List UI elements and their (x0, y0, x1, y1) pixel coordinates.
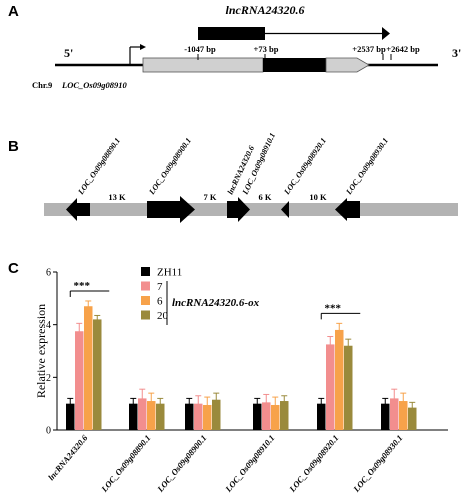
y-axis-label: Relative expression (34, 304, 48, 398)
bar (262, 402, 271, 430)
legend-swatch (141, 310, 150, 320)
bar (194, 403, 203, 430)
legend-group-label: lncRNA24320.6-ox (172, 297, 260, 309)
gene-arrow-08900 (147, 196, 195, 223)
y-tick-label: 0 (46, 426, 51, 437)
significance-marks: *** *** (69, 280, 361, 320)
legend-label: ZH11 (157, 267, 182, 279)
bar (381, 403, 390, 430)
bar (271, 404, 280, 430)
bar (138, 398, 147, 430)
bar (156, 403, 165, 430)
distance-1: 13 K (108, 192, 126, 202)
x-tick-label: lncRNA24320.6 (46, 432, 90, 482)
bar (335, 329, 344, 430)
bar (129, 403, 138, 430)
panel-b-letter: B (8, 138, 19, 155)
bar (344, 345, 353, 430)
gene-overlap-region (263, 58, 326, 72)
x-axis-labels: lncRNA24320.6 LOC_Os09g08890.1 LOC_Os09g08… (46, 432, 405, 494)
gene-name-08920: LOC_Os09g08920.1 (282, 136, 328, 197)
gene-arrow-08890 (66, 198, 90, 221)
gene-utr-3-arrow (325, 57, 370, 73)
bar (147, 401, 156, 430)
pos-label-3: +2537 bp (352, 44, 386, 54)
y-tick-label: 4 (46, 320, 51, 331)
distance-2: 7 K (204, 192, 217, 202)
bar (185, 403, 194, 430)
pos-label-4: +2642 bp (386, 44, 420, 54)
bar (84, 306, 93, 430)
x-tick-label: LOC_Os09g08910.1 (223, 433, 277, 495)
bar (203, 404, 212, 430)
tss-arrow-icon (140, 44, 146, 50)
legend-label: 20 (157, 310, 169, 322)
bar (399, 401, 408, 430)
gene-name-08900: LOC_Os09g08900.1 (147, 136, 193, 197)
gene-arrow-08920 (335, 198, 360, 221)
bar (408, 407, 417, 430)
lncrna-exon-1 (198, 27, 265, 40)
x-tick-label: LOC_Os09g08920.1 (287, 433, 341, 495)
locus-bar (44, 203, 458, 216)
bar (212, 399, 221, 430)
bar (326, 344, 335, 430)
bar (280, 401, 289, 430)
distance-4: 10 K (309, 192, 327, 202)
bar (93, 319, 102, 430)
significance-label: *** (325, 302, 342, 314)
pos-label-1: -1047 bp (184, 44, 216, 54)
bar (253, 403, 262, 430)
y-tick-label: 2 (46, 373, 51, 384)
distance-3: 6 K (259, 192, 272, 202)
bar (317, 403, 326, 430)
chromosome-label: Chr.9 (32, 80, 52, 90)
x-tick-label: LOC_Os09g08900.1 (155, 433, 209, 495)
panel-a-letter: A (8, 3, 19, 20)
x-tick-label: LOC_Os09g08930.1 (351, 433, 405, 495)
lncrna-label: lncRNA24320.6 (225, 3, 304, 17)
legend-label: 6 (157, 296, 163, 308)
five-prime-label: 5' (64, 46, 73, 60)
x-tick-label: LOC_Os09g08890.1 (99, 433, 153, 495)
legend-swatch (141, 267, 150, 276)
bar (66, 403, 75, 430)
gene-name-08930: LOC_Os09g08930.1 (344, 136, 390, 197)
gene-arrow-08910 (281, 201, 289, 218)
legend-swatch (141, 296, 150, 305)
bar (75, 331, 84, 430)
lncrna-exon-2-arrow (382, 27, 390, 40)
panel-c-letter: C (8, 260, 19, 277)
bar-series (66, 300, 417, 430)
pos-label-2: +73 bp (254, 44, 279, 54)
gene-name-08890: LOC_Os09g08890.1 (76, 136, 122, 197)
y-tick-label: 6 (46, 268, 51, 279)
bar (390, 398, 399, 430)
gene-arrow-lncrna (227, 197, 250, 222)
three-prime-label: 3' (452, 46, 461, 60)
gene-utr-5 (142, 57, 264, 73)
legend-swatch (141, 281, 150, 291)
gene-locus-label: LOC_Os09g08910 (61, 80, 127, 90)
legend-label: 7 (157, 281, 163, 293)
significance-label: *** (74, 280, 91, 292)
